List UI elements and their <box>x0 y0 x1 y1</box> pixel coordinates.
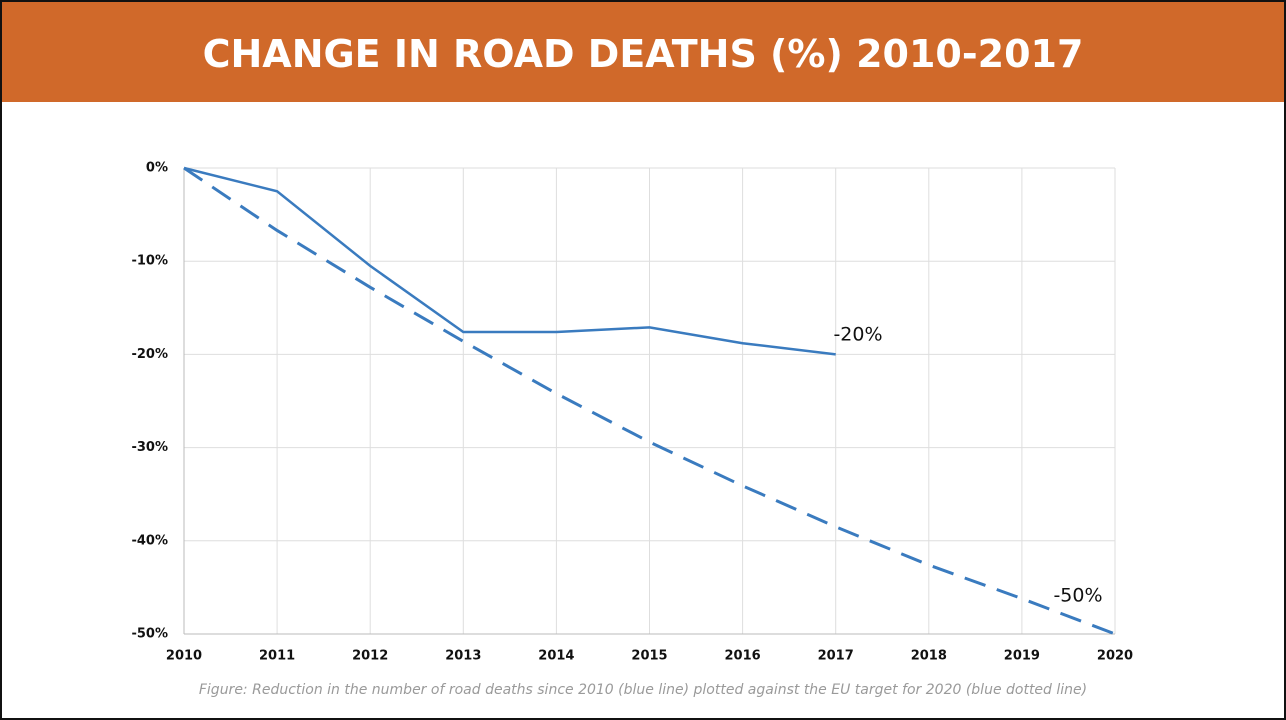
caption: Figure: Reduction in the number of road … <box>199 682 1087 698</box>
x-tick-label: 2012 <box>352 649 388 664</box>
x-tick-label: 2015 <box>631 649 667 664</box>
annotation: -20% <box>833 324 882 346</box>
x-tick-label: 2018 <box>911 649 947 664</box>
line-series <box>183 166 836 356</box>
x-tick-label: 2010 <box>166 649 202 664</box>
x-tick-label: 2013 <box>445 649 481 664</box>
x-tick-label: 2016 <box>725 649 761 664</box>
chart-title: CHANGE IN ROAD DEATHS (%) 2010-2017 <box>2 2 1284 102</box>
y-tick-label: -20% <box>131 347 168 362</box>
y-tick-label: -10% <box>131 254 168 269</box>
x-tick-label: 2011 <box>259 649 295 664</box>
x-tick-label: 2014 <box>538 649 574 664</box>
x-tick-label: 2017 <box>818 649 854 664</box>
y-tick-label: 0% <box>146 161 168 176</box>
y-tick-label: -30% <box>131 440 168 455</box>
y-tick-label: -40% <box>131 533 168 548</box>
x-tick-label: 2019 <box>1004 649 1040 664</box>
y-tick-label: -50% <box>131 627 168 642</box>
x-tick-label: 2020 <box>1097 649 1133 664</box>
line-series <box>183 166 1116 636</box>
annotation: -50% <box>1053 585 1102 607</box>
